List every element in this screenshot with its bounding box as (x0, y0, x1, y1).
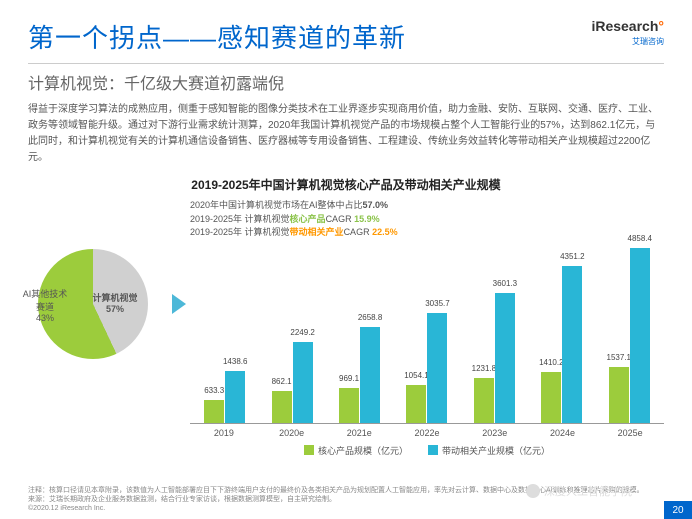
bar-group: 969.12658.8 (327, 327, 392, 423)
chart-area: AI其他技术赛道43% 计算机视觉57% 2020年中国计算机视觉市场在AI整体… (28, 199, 664, 457)
bar: 1438.6 (225, 371, 245, 423)
bar: 1231.8 (474, 378, 494, 422)
logo-subtitle: 艾瑞咨询 (591, 36, 664, 47)
logo: iResearch° 艾瑞咨询 (591, 18, 664, 47)
bar-value: 1438.6 (223, 357, 247, 366)
bar-value: 1054.1 (404, 371, 428, 380)
bar-value: 1410.2 (539, 358, 563, 367)
x-label: 2022e (393, 428, 461, 438)
bar-group: 1410.24351.2 (529, 266, 594, 423)
bar-group: 1054.13035.7 (394, 313, 459, 422)
page-number: 20 (664, 501, 692, 519)
legend: 核心产品规模（亿元） 带动相关产业规模（亿元） (190, 444, 664, 457)
bar: 1410.2 (541, 372, 561, 423)
bar-group: 1231.83601.3 (462, 293, 527, 423)
bar-group: 862.12249.2 (259, 342, 324, 423)
bar-value: 2658.8 (358, 313, 382, 322)
subtitle: 计算机视觉：千亿级大赛道初露端倪 (28, 63, 664, 94)
bar: 3035.7 (427, 313, 447, 422)
bar-group: 633.31438.6 (192, 371, 257, 423)
watermark: 深度人工智能学院 (526, 483, 632, 499)
page-title: 第一个拐点——感知赛道的革新 (28, 18, 406, 55)
chart-title: 2019-2025年中国计算机视觉核心产品及带动相关产业规模 (28, 176, 664, 193)
x-label: 2023e (461, 428, 529, 438)
bar: 969.1 (339, 388, 359, 423)
x-label: 2021e (325, 428, 393, 438)
bar-value: 1231.8 (472, 364, 496, 373)
logo-text: iResearch (591, 18, 658, 34)
chart-notes: 2020年中国计算机视觉市场在AI整体中占比57.0% 2019-2025年 计… (190, 199, 664, 240)
bar: 1054.1 (406, 385, 426, 423)
bar: 3601.3 (495, 293, 515, 423)
bar-value: 1537.1 (607, 353, 631, 362)
bar-value: 4858.4 (628, 234, 652, 243)
bar-value: 969.1 (339, 374, 359, 383)
bar-chart: 2020年中国计算机视觉市场在AI整体中占比57.0% 2019-2025年 计… (178, 199, 664, 457)
x-label: 2019 (190, 428, 258, 438)
x-label: 2024e (529, 428, 597, 438)
bar: 4351.2 (562, 266, 582, 423)
x-label: 2020e (258, 428, 326, 438)
x-label: 2025e (596, 428, 664, 438)
bar: 1537.1 (609, 367, 629, 422)
bar: 633.3 (204, 400, 224, 423)
wechat-icon (526, 484, 540, 498)
bar-value: 633.3 (204, 386, 224, 395)
bar-value: 3035.7 (425, 299, 449, 308)
bar-value: 4351.2 (560, 252, 584, 261)
footer-copyright: ©2020.12 iResearch Inc. (28, 504, 664, 513)
legend-series2: 带动相关产业规模（亿元） (442, 444, 550, 457)
body-paragraph: 得益于深度学习算法的成熟应用，侧重于感知智能的图像分类技术在工业界逐步实现商用价… (28, 102, 664, 166)
bar-value: 2249.2 (290, 328, 314, 337)
bar-group: 1537.14858.4 (597, 248, 662, 423)
pie-chart: AI其他技术赛道43% 计算机视觉57% (28, 249, 178, 359)
pie-label-other: AI其他技术赛道43% (20, 287, 70, 323)
bar: 862.1 (272, 391, 292, 422)
bar: 2658.8 (360, 327, 380, 423)
legend-series1: 核心产品规模（亿元） (318, 444, 408, 457)
pie-label-cv: 计算机视觉57% (90, 291, 140, 314)
bar-value: 3601.3 (493, 279, 517, 288)
bar: 2249.2 (293, 342, 313, 423)
bar-value: 862.1 (272, 377, 292, 386)
bar: 4858.4 (630, 248, 650, 423)
